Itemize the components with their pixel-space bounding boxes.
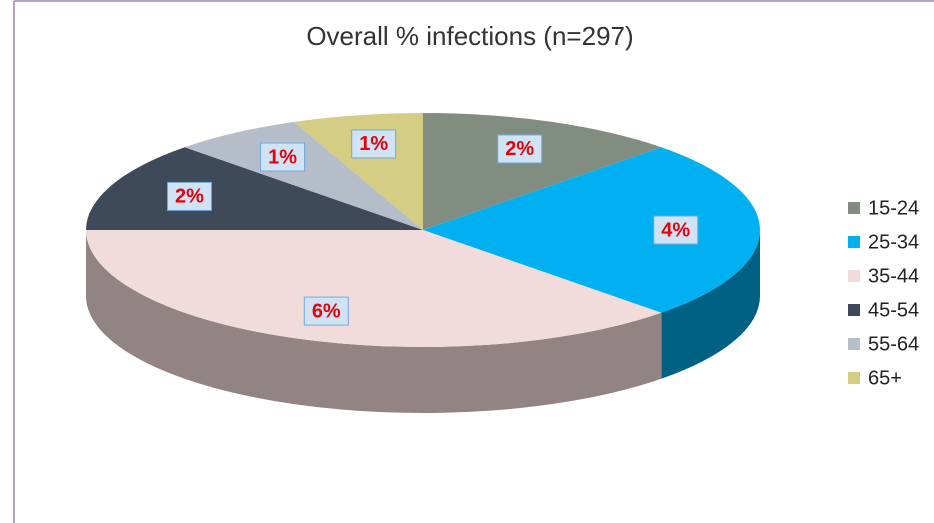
legend: 15-24 25-34 35-44 45-54 55-64 65+ bbox=[848, 197, 919, 389]
legend-label: 45-54 bbox=[868, 299, 919, 321]
legend-label: 25-34 bbox=[868, 231, 919, 253]
data-label: 1% bbox=[268, 146, 297, 168]
legend-swatch bbox=[848, 202, 860, 214]
data-label: 2% bbox=[505, 138, 534, 160]
data-label-box bbox=[653, 215, 699, 245]
data-label-box bbox=[497, 134, 543, 164]
legend-label: 65+ bbox=[868, 367, 902, 389]
pie-slice bbox=[184, 121, 423, 230]
legend-label: 15-24 bbox=[868, 197, 919, 219]
pie-walls bbox=[86, 230, 760, 414]
legend-swatch bbox=[848, 338, 860, 350]
data-label: 6% bbox=[312, 300, 341, 322]
data-label-box bbox=[166, 181, 212, 211]
pie-slice bbox=[86, 230, 662, 347]
legend-label: 55-64 bbox=[868, 333, 919, 355]
pie-slice bbox=[423, 113, 662, 230]
data-label-box bbox=[303, 296, 349, 326]
legend-swatch bbox=[848, 236, 860, 248]
data-label: 1% bbox=[359, 133, 388, 155]
data-label: 4% bbox=[661, 219, 690, 241]
data-label-box bbox=[260, 142, 306, 172]
legend-label: 35-44 bbox=[868, 265, 919, 287]
data-label: 2% bbox=[175, 186, 204, 208]
legend-swatch bbox=[848, 372, 860, 384]
data-label-box bbox=[351, 129, 397, 159]
data-labels: 2% 4% 6% 2% 1% 1% bbox=[166, 129, 699, 326]
pie-slice bbox=[423, 147, 761, 313]
pie-side bbox=[86, 230, 662, 414]
chart-title: Overall % infections (n=297) bbox=[306, 21, 633, 51]
pie-side bbox=[661, 230, 760, 379]
legend-swatch bbox=[848, 270, 860, 282]
legend-swatch bbox=[848, 304, 860, 316]
